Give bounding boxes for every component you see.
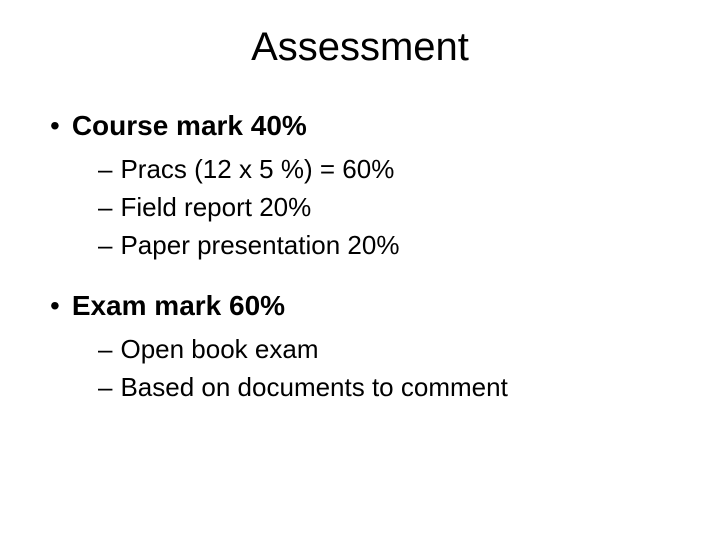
slide-title: Assessment: [40, 25, 680, 70]
outline-body: • Course mark 40% – Pracs (12 x 5 %) = 6…: [40, 110, 680, 404]
list-item: • Course mark 40%: [50, 110, 680, 142]
dash-icon: –: [98, 228, 112, 262]
list-item-label: Pracs (12 x 5 %) = 60%: [120, 152, 394, 186]
dash-icon: –: [98, 152, 112, 186]
list-item-label: Course mark 40%: [72, 110, 307, 142]
list-item-label: Paper presentation 20%: [120, 228, 399, 262]
dash-icon: –: [98, 190, 112, 224]
dash-icon: –: [98, 332, 112, 366]
list-item-label: Open book exam: [120, 332, 318, 366]
list-item: – Field report 20%: [98, 190, 680, 224]
list-item: • Exam mark 60%: [50, 290, 680, 322]
sub-list: – Open book exam – Based on documents to…: [98, 332, 680, 404]
list-item: – Pracs (12 x 5 %) = 60%: [98, 152, 680, 186]
bullet-dot-icon: •: [50, 110, 60, 142]
bullet-dot-icon: •: [50, 290, 60, 322]
sub-list: – Pracs (12 x 5 %) = 60% – Field report …: [98, 152, 680, 262]
list-item: – Open book exam: [98, 332, 680, 366]
dash-icon: –: [98, 370, 112, 404]
list-item-label: Based on documents to comment: [120, 370, 507, 404]
list-item: – Based on documents to comment: [98, 370, 680, 404]
list-item: – Paper presentation 20%: [98, 228, 680, 262]
list-item-label: Exam mark 60%: [72, 290, 285, 322]
list-item-label: Field report 20%: [120, 190, 311, 224]
